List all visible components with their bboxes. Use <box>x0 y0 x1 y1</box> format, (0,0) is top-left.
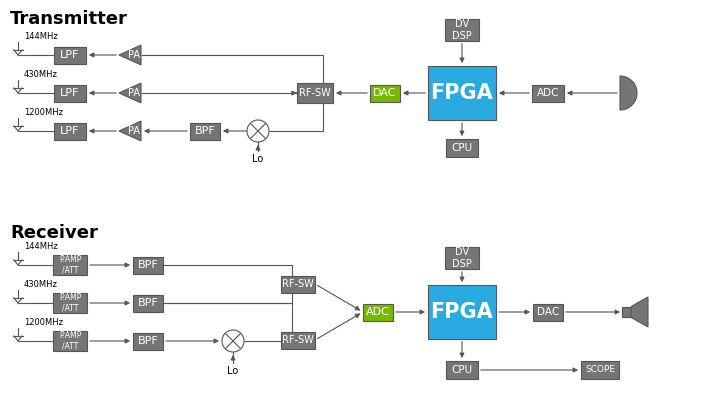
Bar <box>54 46 86 64</box>
Text: DAC: DAC <box>537 307 559 317</box>
Bar <box>53 331 87 351</box>
Bar <box>446 139 478 157</box>
Text: RF-SW: RF-SW <box>282 335 314 345</box>
Text: Transmitter: Transmitter <box>10 10 128 28</box>
Bar <box>133 257 163 273</box>
Text: LPF: LPF <box>61 50 80 60</box>
Bar <box>190 122 220 140</box>
Text: P.AMP
/ATT: P.AMP /ATT <box>59 293 81 313</box>
Text: PA: PA <box>128 126 140 136</box>
Bar <box>532 84 564 102</box>
Text: FPGA: FPGA <box>431 302 494 322</box>
Bar <box>281 331 315 349</box>
Text: LPF: LPF <box>61 88 80 98</box>
Text: LPF: LPF <box>61 126 80 136</box>
Text: RF-SW: RF-SW <box>282 279 314 289</box>
Text: PA: PA <box>128 50 140 60</box>
Text: 430MHz: 430MHz <box>24 280 58 289</box>
Circle shape <box>247 120 269 142</box>
Bar <box>53 255 87 275</box>
Text: FPGA: FPGA <box>431 83 494 103</box>
Text: 1200MHz: 1200MHz <box>24 318 63 327</box>
Bar <box>446 361 478 379</box>
Text: 1200MHz: 1200MHz <box>24 108 63 117</box>
Text: SCOPE: SCOPE <box>585 365 615 375</box>
Text: PA: PA <box>128 88 140 98</box>
Bar <box>445 19 479 41</box>
Polygon shape <box>631 297 648 327</box>
Bar <box>445 247 479 269</box>
Bar <box>297 83 333 103</box>
Polygon shape <box>119 45 141 65</box>
Text: ADC: ADC <box>537 88 559 98</box>
Text: BPF: BPF <box>137 260 159 270</box>
Circle shape <box>222 330 244 352</box>
Text: Lo: Lo <box>252 154 264 164</box>
Text: P.AMP
/ATT: P.AMP /ATT <box>59 255 81 275</box>
Polygon shape <box>119 121 141 141</box>
Polygon shape <box>622 306 631 317</box>
Text: CPU: CPU <box>451 143 472 153</box>
Text: 144MHz: 144MHz <box>24 242 58 251</box>
Text: DV
DSP: DV DSP <box>452 19 472 41</box>
Bar <box>581 361 619 379</box>
Text: 430MHz: 430MHz <box>24 70 58 79</box>
Bar <box>54 122 86 140</box>
Text: RF-SW: RF-SW <box>299 88 331 98</box>
Bar <box>533 303 563 321</box>
Text: Receiver: Receiver <box>10 224 98 242</box>
Text: ADC: ADC <box>366 307 390 317</box>
Text: 144MHz: 144MHz <box>24 32 58 41</box>
Bar <box>53 293 87 313</box>
Bar <box>428 285 496 339</box>
Polygon shape <box>620 76 637 110</box>
Bar <box>133 295 163 311</box>
Text: P.AMP
/ATT: P.AMP /ATT <box>59 331 81 351</box>
Text: BPF: BPF <box>137 298 159 308</box>
Polygon shape <box>119 83 141 103</box>
Bar <box>428 66 496 120</box>
Bar <box>281 275 315 293</box>
Bar <box>363 303 393 321</box>
Text: DV
DSP: DV DSP <box>452 247 472 269</box>
Text: Lo: Lo <box>228 366 238 376</box>
Bar <box>370 84 400 102</box>
Text: BPF: BPF <box>195 126 215 136</box>
Bar <box>133 332 163 349</box>
Text: DAC: DAC <box>374 88 397 98</box>
Text: BPF: BPF <box>137 336 159 346</box>
Text: CPU: CPU <box>451 365 472 375</box>
Bar <box>54 84 86 102</box>
